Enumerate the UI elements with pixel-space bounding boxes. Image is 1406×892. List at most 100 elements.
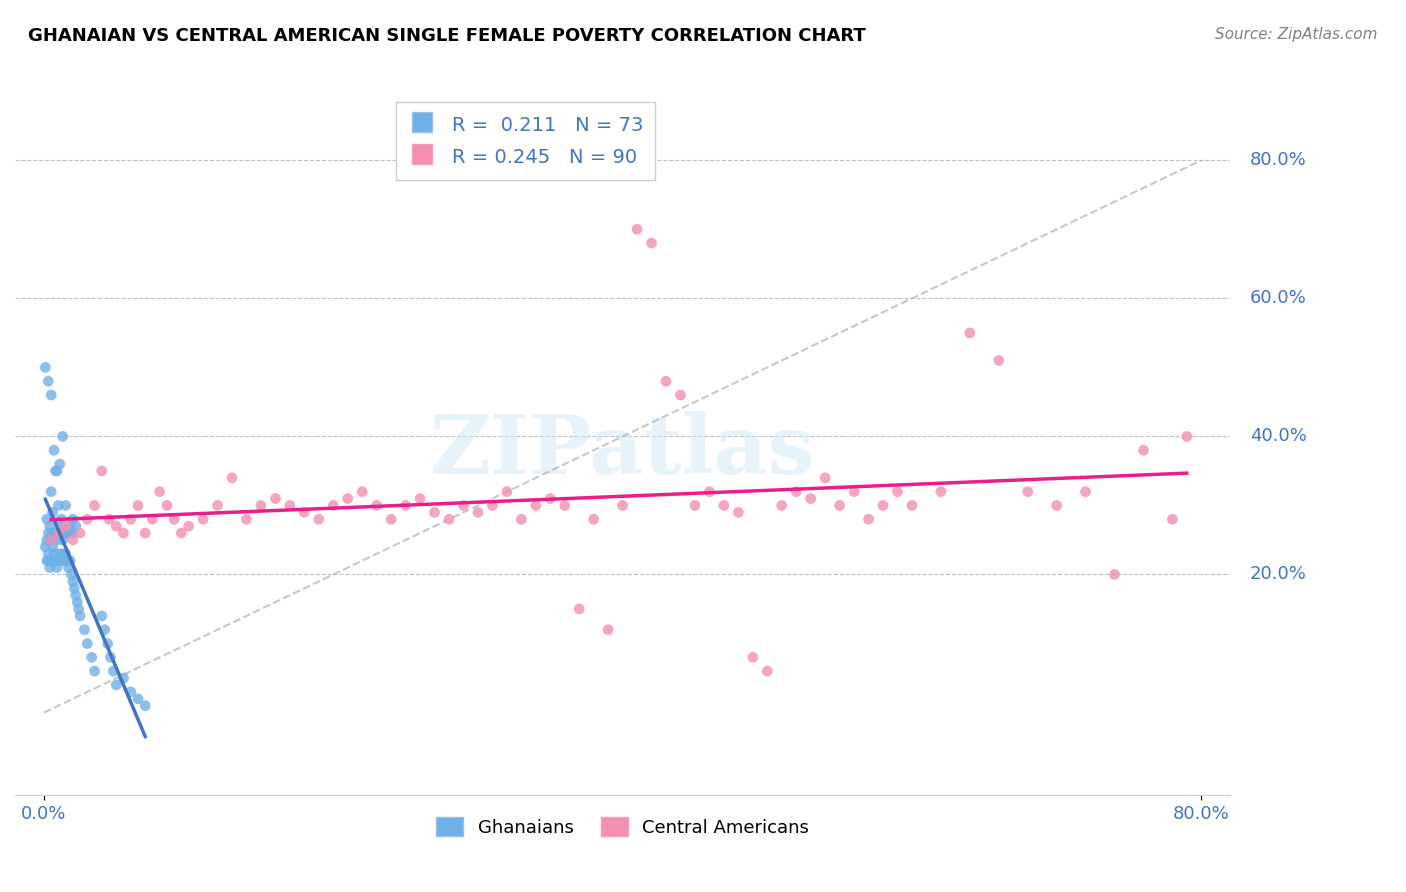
Point (52, 429, 75, 443)
Point (828, 499, 851, 513)
Point (41, 505, 63, 519)
Point (170, 526, 193, 541)
Point (34, 540, 56, 554)
Point (56, 554, 79, 568)
Text: ZIPatlas: ZIPatlas (430, 411, 815, 491)
Point (39, 533, 62, 547)
Point (423, 505, 446, 519)
Point (467, 505, 489, 519)
Point (44, 526, 66, 541)
Point (62, 574, 84, 589)
Point (66, 595, 89, 609)
Point (292, 505, 315, 519)
Point (756, 664, 779, 678)
Point (156, 499, 179, 513)
Point (785, 484, 807, 499)
Point (112, 671, 135, 685)
Text: 80.0%: 80.0% (1250, 152, 1306, 169)
Point (39, 533, 62, 547)
Point (76, 512, 98, 526)
Point (582, 512, 605, 526)
Point (52, 547, 75, 561)
Point (48, 526, 70, 541)
Point (1175, 429, 1198, 443)
Point (437, 512, 460, 526)
Point (38, 519, 60, 533)
Point (55, 499, 77, 513)
Point (264, 491, 287, 506)
Point (901, 499, 924, 513)
Point (97, 636, 120, 650)
Point (62, 533, 84, 547)
Point (46, 533, 69, 547)
Point (44, 464, 66, 478)
Point (481, 499, 503, 513)
Point (134, 698, 156, 713)
Point (598, 623, 620, 637)
Point (42, 526, 65, 541)
Point (60, 567, 83, 582)
Point (409, 491, 432, 506)
Point (37, 547, 59, 561)
Point (62, 526, 84, 541)
Point (640, 236, 662, 251)
Point (538, 491, 561, 506)
Point (58, 560, 80, 574)
Point (59, 554, 82, 568)
Point (872, 499, 894, 513)
Point (42, 443, 65, 458)
Point (38, 560, 60, 574)
Point (394, 499, 416, 513)
Point (127, 691, 149, 706)
Point (554, 499, 576, 513)
Point (98, 512, 121, 526)
Point (800, 491, 823, 506)
Point (959, 326, 981, 340)
Point (35, 533, 58, 547)
Point (655, 374, 678, 388)
Point (39, 388, 62, 402)
Point (34, 360, 56, 375)
Point (55, 519, 77, 533)
Point (626, 222, 648, 236)
Point (80, 650, 103, 665)
Point (1132, 443, 1154, 458)
Point (713, 499, 735, 513)
Point (90, 464, 112, 478)
Point (524, 499, 547, 513)
Point (929, 484, 952, 499)
Point (1104, 567, 1126, 582)
Point (35, 512, 58, 526)
Point (308, 512, 330, 526)
Point (73, 623, 96, 637)
Point (105, 519, 128, 533)
Point (37, 526, 59, 541)
Point (886, 484, 908, 499)
Point (42, 547, 65, 561)
Point (770, 499, 793, 513)
Point (100, 650, 122, 665)
Point (62, 512, 84, 526)
Point (53, 554, 76, 568)
Point (669, 388, 692, 402)
Point (59, 526, 82, 541)
Point (191, 512, 214, 526)
Point (67, 602, 90, 616)
Point (278, 499, 301, 513)
Point (51, 512, 73, 526)
Point (103, 664, 125, 678)
Point (120, 685, 142, 699)
Point (44, 554, 66, 568)
Point (221, 471, 243, 485)
Point (814, 471, 837, 485)
Point (453, 499, 475, 513)
Point (48, 554, 70, 568)
Text: 60.0%: 60.0% (1250, 289, 1306, 308)
Point (134, 526, 156, 541)
Point (49, 526, 72, 541)
Point (727, 505, 749, 519)
Point (380, 512, 402, 526)
Text: Source: ZipAtlas.com: Source: ZipAtlas.com (1215, 27, 1378, 42)
Point (1161, 512, 1184, 526)
Point (250, 499, 273, 513)
